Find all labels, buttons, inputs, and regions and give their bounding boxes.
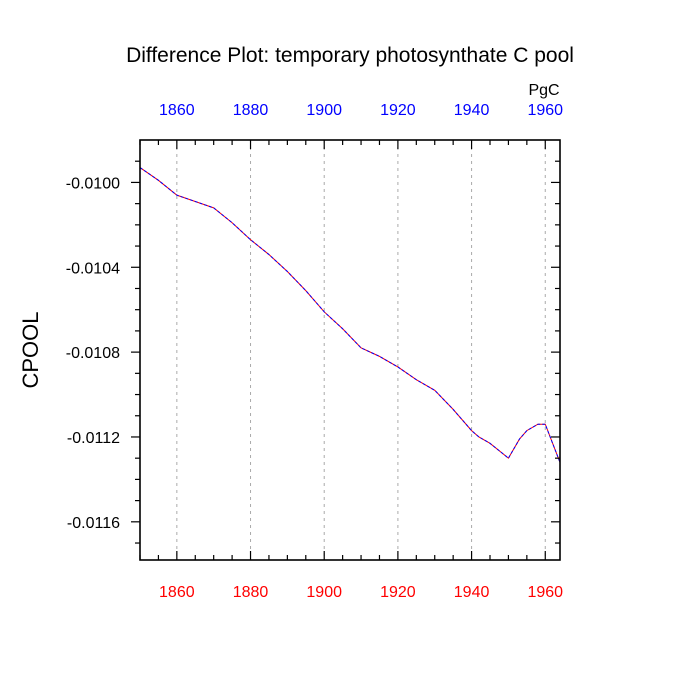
units-label: PgC	[528, 82, 559, 99]
x-tick-label-bottom-2: 1900	[306, 584, 342, 601]
series-line-0-b	[139, 167, 561, 463]
y-tick-label-4: -0.0116	[67, 515, 120, 532]
tick-labels: -0.0100 -0.0104 -0.0108 -0.0112 -0.0116 1860 1…	[66, 102, 563, 601]
chart-title: Difference Plot: temporary photosynthate…	[126, 44, 574, 67]
y-tick-label-0: -0.0100	[66, 175, 120, 192]
x-tick-label-top-1: 1880	[233, 102, 269, 119]
x-tick-label-bottom-5: 1960	[527, 584, 563, 601]
y-tick-label-1: -0.0104	[66, 260, 120, 277]
grid-lines	[176, 140, 546, 560]
x-tick-label-top-5: 1960	[527, 102, 563, 119]
data-series	[139, 167, 561, 463]
x-tick-label-top-4: 1940	[454, 102, 490, 119]
x-tick-label-bottom-1: 1880	[233, 584, 269, 601]
x-tick-label-top-0: 1860	[159, 102, 195, 119]
y-axis-label: CPOOL	[18, 311, 43, 388]
x-tick-label-bottom-0: 1860	[159, 584, 195, 601]
y-tick-label-2: -0.0108	[66, 345, 120, 362]
y-tick-label-3: -0.0112	[67, 430, 120, 447]
x-tick-label-top-2: 1900	[306, 102, 342, 119]
x-tick-label-top-3: 1920	[380, 102, 416, 119]
x-tick-label-bottom-3: 1920	[380, 584, 416, 601]
plot-frame	[139, 139, 561, 561]
x-tick-label-bottom-4: 1940	[454, 584, 490, 601]
